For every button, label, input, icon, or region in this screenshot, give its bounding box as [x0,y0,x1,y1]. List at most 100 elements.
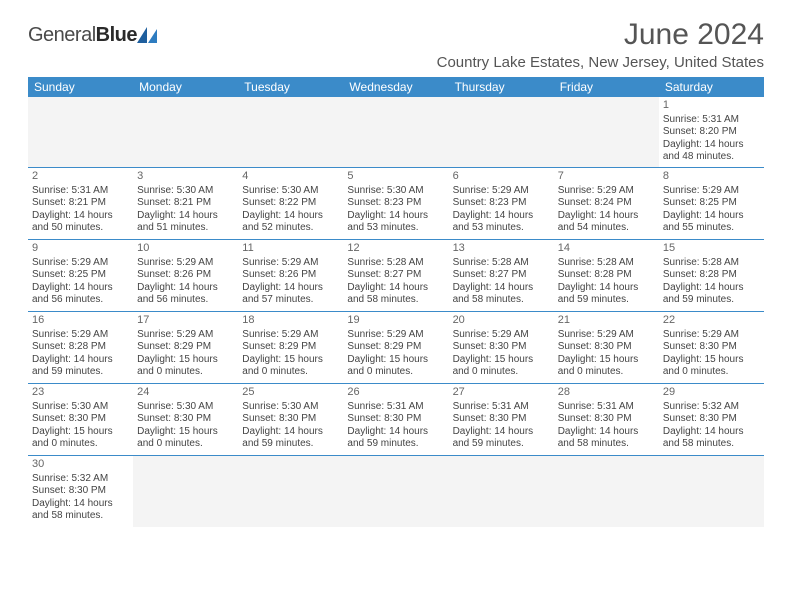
day-cell: 25Sunrise: 5:30 AMSunset: 8:30 PMDayligh… [238,383,343,455]
daylight-line: Daylight: 15 hours and 0 minutes. [242,354,339,379]
sunset-line: Sunset: 8:28 PM [663,269,760,282]
day-header-wednesday: Wednesday [343,77,448,97]
sunrise-line: Sunrise: 5:29 AM [137,257,234,270]
sunset-line: Sunset: 8:30 PM [558,413,655,426]
sunrise-line: Sunrise: 5:30 AM [242,401,339,414]
sunset-line: Sunset: 8:27 PM [453,269,550,282]
sunrise-line: Sunrise: 5:29 AM [663,185,760,198]
day-number: 6 [453,170,550,184]
day-number: 20 [453,314,550,328]
sunset-line: Sunset: 8:24 PM [558,197,655,210]
empty-cell [659,455,764,527]
sunrise-line: Sunrise: 5:31 AM [663,114,760,127]
day-number: 16 [32,314,129,328]
sunset-line: Sunset: 8:30 PM [137,413,234,426]
day-number: 22 [663,314,760,328]
day-cell: 14Sunrise: 5:28 AMSunset: 8:28 PMDayligh… [554,239,659,311]
day-number: 26 [347,386,444,400]
day-cell: 9Sunrise: 5:29 AMSunset: 8:25 PMDaylight… [28,239,133,311]
daylight-line: Daylight: 14 hours and 56 minutes. [32,282,129,307]
day-cell: 6Sunrise: 5:29 AMSunset: 8:23 PMDaylight… [449,167,554,239]
sunrise-line: Sunrise: 5:29 AM [242,257,339,270]
sunset-line: Sunset: 8:28 PM [558,269,655,282]
day-number: 12 [347,242,444,256]
daylight-line: Daylight: 14 hours and 48 minutes. [663,139,760,164]
daylight-line: Daylight: 15 hours and 0 minutes. [347,354,444,379]
daylight-line: Daylight: 14 hours and 58 minutes. [453,282,550,307]
sunset-line: Sunset: 8:30 PM [453,413,550,426]
sunset-line: Sunset: 8:23 PM [453,197,550,210]
empty-cell [133,97,238,167]
day-cell: 23Sunrise: 5:30 AMSunset: 8:30 PMDayligh… [28,383,133,455]
day-number: 19 [347,314,444,328]
sunrise-line: Sunrise: 5:32 AM [663,401,760,414]
daylight-line: Daylight: 15 hours and 0 minutes. [558,354,655,379]
empty-cell [238,97,343,167]
sunrise-line: Sunrise: 5:28 AM [558,257,655,270]
logo-part1: General [28,24,96,46]
day-number: 13 [453,242,550,256]
sunrise-line: Sunrise: 5:29 AM [663,329,760,342]
day-cell: 29Sunrise: 5:32 AMSunset: 8:30 PMDayligh… [659,383,764,455]
sunrise-line: Sunrise: 5:29 AM [558,185,655,198]
sunset-line: Sunset: 8:30 PM [558,341,655,354]
sunset-line: Sunset: 8:21 PM [32,197,129,210]
title-block: June 2024 Country Lake Estates, New Jers… [437,18,764,71]
sunrise-line: Sunrise: 5:28 AM [453,257,550,270]
day-header-row: SundayMondayTuesdayWednesdayThursdayFrid… [28,77,764,97]
sunset-line: Sunset: 8:30 PM [663,341,760,354]
daylight-line: Daylight: 14 hours and 59 minutes. [453,426,550,451]
day-cell: 26Sunrise: 5:31 AMSunset: 8:30 PMDayligh… [343,383,448,455]
week-row: 30Sunrise: 5:32 AMSunset: 8:30 PMDayligh… [28,455,764,527]
day-header-sunday: Sunday [28,77,133,97]
daylight-line: Daylight: 14 hours and 59 minutes. [32,354,129,379]
daylight-line: Daylight: 15 hours and 0 minutes. [32,426,129,451]
calendar-body: 1Sunrise: 5:31 AMSunset: 8:20 PMDaylight… [28,97,764,527]
location: Country Lake Estates, New Jersey, United… [437,54,764,71]
day-number: 27 [453,386,550,400]
daylight-line: Daylight: 14 hours and 50 minutes. [32,210,129,235]
week-row: 9Sunrise: 5:29 AMSunset: 8:25 PMDaylight… [28,239,764,311]
day-header-monday: Monday [133,77,238,97]
sunrise-line: Sunrise: 5:30 AM [347,185,444,198]
empty-cell [554,97,659,167]
logo-sail-icon [137,27,159,43]
daylight-line: Daylight: 15 hours and 0 minutes. [453,354,550,379]
week-row: 1Sunrise: 5:31 AMSunset: 8:20 PMDaylight… [28,97,764,167]
daylight-line: Daylight: 14 hours and 58 minutes. [32,498,129,523]
daylight-line: Daylight: 14 hours and 58 minutes. [663,426,760,451]
day-cell: 19Sunrise: 5:29 AMSunset: 8:29 PMDayligh… [343,311,448,383]
sunset-line: Sunset: 8:26 PM [137,269,234,282]
empty-cell [28,97,133,167]
sunrise-line: Sunrise: 5:31 AM [32,185,129,198]
day-cell: 7Sunrise: 5:29 AMSunset: 8:24 PMDaylight… [554,167,659,239]
day-header-saturday: Saturday [659,77,764,97]
day-number: 24 [137,386,234,400]
daylight-line: Daylight: 14 hours and 59 minutes. [558,282,655,307]
day-cell: 15Sunrise: 5:28 AMSunset: 8:28 PMDayligh… [659,239,764,311]
daylight-line: Daylight: 14 hours and 51 minutes. [137,210,234,235]
day-cell: 24Sunrise: 5:30 AMSunset: 8:30 PMDayligh… [133,383,238,455]
day-cell: 28Sunrise: 5:31 AMSunset: 8:30 PMDayligh… [554,383,659,455]
day-cell: 11Sunrise: 5:29 AMSunset: 8:26 PMDayligh… [238,239,343,311]
day-number: 28 [558,386,655,400]
day-number: 15 [663,242,760,256]
sunset-line: Sunset: 8:29 PM [347,341,444,354]
sunset-line: Sunset: 8:20 PM [663,126,760,139]
sunrise-line: Sunrise: 5:29 AM [137,329,234,342]
sunset-line: Sunset: 8:25 PM [663,197,760,210]
day-number: 21 [558,314,655,328]
day-cell: 10Sunrise: 5:29 AMSunset: 8:26 PMDayligh… [133,239,238,311]
sunrise-line: Sunrise: 5:30 AM [242,185,339,198]
daylight-line: Daylight: 14 hours and 53 minutes. [453,210,550,235]
daylight-line: Daylight: 14 hours and 54 minutes. [558,210,655,235]
sunrise-line: Sunrise: 5:32 AM [32,473,129,486]
daylight-line: Daylight: 14 hours and 55 minutes. [663,210,760,235]
calendar-table: SundayMondayTuesdayWednesdayThursdayFrid… [28,77,764,527]
sunrise-line: Sunrise: 5:31 AM [558,401,655,414]
daylight-line: Daylight: 15 hours and 0 minutes. [663,354,760,379]
daylight-line: Daylight: 14 hours and 58 minutes. [347,282,444,307]
day-cell: 4Sunrise: 5:30 AMSunset: 8:22 PMDaylight… [238,167,343,239]
sunrise-line: Sunrise: 5:29 AM [242,329,339,342]
sunset-line: Sunset: 8:21 PM [137,197,234,210]
